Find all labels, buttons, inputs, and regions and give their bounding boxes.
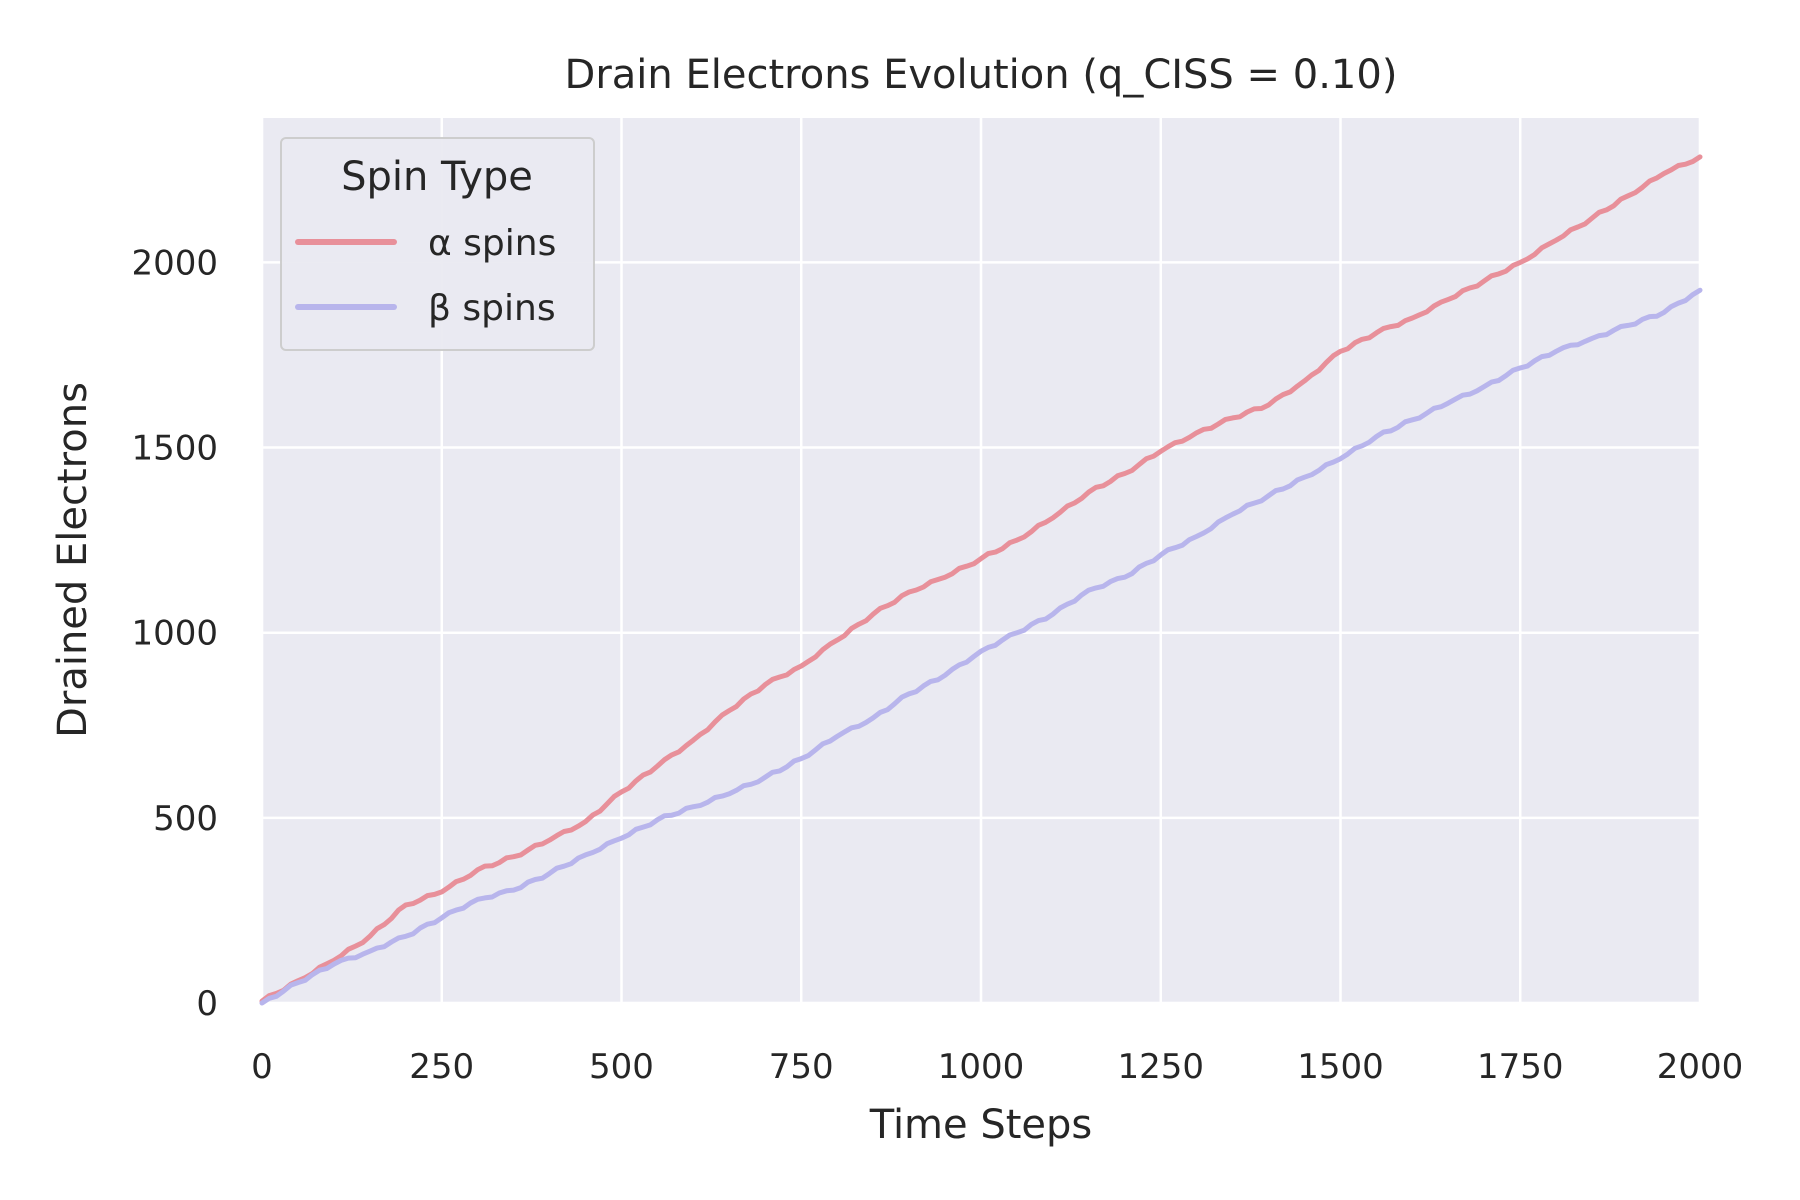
y-tick-label: 2000 bbox=[131, 243, 218, 283]
y-tick-label: 0 bbox=[196, 984, 218, 1024]
x-tick-label: 500 bbox=[589, 1047, 654, 1087]
legend-title: Spin Type bbox=[341, 154, 533, 200]
x-axis-label: Time Steps bbox=[869, 1102, 1093, 1148]
y-axis-label: Drained Electrons bbox=[50, 382, 96, 738]
legend-label-beta: β spins bbox=[428, 288, 556, 329]
x-tick-label: 2000 bbox=[1657, 1047, 1744, 1087]
grid-lines bbox=[260, 118, 1702, 1005]
y-tick-label: 1500 bbox=[131, 429, 218, 469]
y-tick-label: 500 bbox=[153, 799, 218, 839]
legend: Spin Type α spins β spins bbox=[280, 137, 595, 351]
x-tick-label: 750 bbox=[769, 1047, 834, 1087]
series-lines bbox=[259, 154, 1703, 1006]
series-line-beta bbox=[259, 287, 1703, 1006]
x-tick-label: 250 bbox=[409, 1047, 474, 1087]
legend-box bbox=[280, 137, 595, 351]
y-tick-label: 1000 bbox=[131, 614, 218, 654]
x-tick-label: 1250 bbox=[1117, 1047, 1204, 1087]
x-tick-label: 1500 bbox=[1297, 1047, 1384, 1087]
legend-label-alpha: α spins bbox=[428, 223, 556, 264]
x-tick-label: 1750 bbox=[1477, 1047, 1564, 1087]
x-tick-labels: 0 250 500 750 1000 1250 1500 1750 2000 bbox=[251, 1047, 1743, 1087]
y-tick-labels: 0 500 1000 1500 2000 bbox=[131, 243, 218, 1024]
series-line-alpha bbox=[259, 154, 1703, 1004]
x-tick-label: 1000 bbox=[938, 1047, 1025, 1087]
chart-title: Drain Electrons Evolution (q_CISS = 0.10… bbox=[565, 52, 1398, 98]
x-tick-label: 0 bbox=[251, 1047, 273, 1087]
